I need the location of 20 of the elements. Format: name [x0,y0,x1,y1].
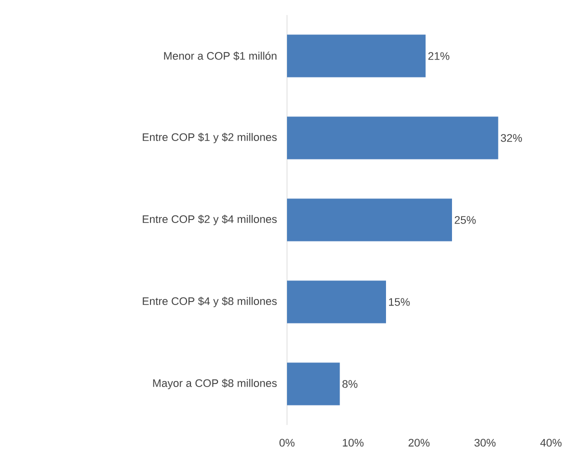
data-label: 15% [389,298,410,306]
data-label: 25% [454,216,476,224]
x-tick-label: 20% [408,438,430,447]
y-tick-label: Entre COP $2 y $4 millones [142,214,277,226]
bar [287,362,340,406]
x-tick-label: 10% [342,438,364,447]
x-tick-label: 40% [540,438,562,447]
x-tick-label: 0% [280,438,295,447]
y-tick-label: Entre COP $4 y $8 millones [142,296,277,308]
data-label: 21% [428,52,450,60]
x-tick-label: 30% [474,438,496,447]
bar [287,280,386,324]
bar [287,116,498,160]
bar [287,198,452,242]
y-tick-label: Mayor a COP $8 millones [153,378,277,390]
data-label: 8% [342,380,358,388]
bar [287,34,426,78]
data-label: 32% [500,134,522,142]
y-tick-label: Entre COP $1 y $2 millones [142,132,277,144]
y-tick-label: Menor a COP $1 millón [164,52,276,60]
